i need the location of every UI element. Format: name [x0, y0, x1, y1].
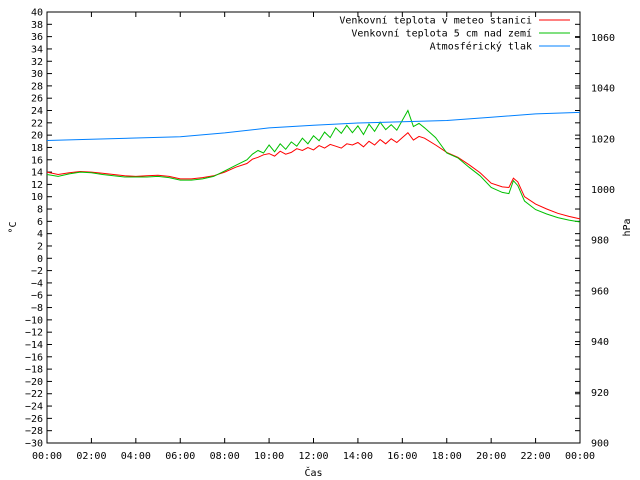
- series-line-1: [46, 131, 581, 220]
- y-tick-label: 4: [37, 229, 43, 240]
- x-tick-label: 20:00: [476, 451, 506, 462]
- y-tick-label: 14: [31, 168, 43, 179]
- x-tick-label: 10:00: [254, 451, 284, 462]
- y2-axis-title: hPa: [622, 218, 633, 236]
- x-tick-label: 16:00: [387, 451, 417, 462]
- y-tick-label: 2: [37, 241, 43, 252]
- x-axis: 00:00 02:00 04:00 06:00 08:00 10:00 12:00 14:00…: [32, 12, 595, 462]
- legend: Venkovní teplota v meteo staniciVenkovní…: [339, 15, 570, 53]
- x-tick-label: 06:00: [165, 451, 195, 462]
- y-axis-title: °C: [8, 221, 19, 233]
- y2-tick-label: 900: [591, 439, 609, 450]
- y2-tick-label: 1000: [591, 185, 615, 196]
- y-tick-label: 22: [31, 118, 43, 129]
- series-layer: [46, 109, 581, 223]
- legend-label-2: Venkovní teplota 5 cm nad zemí: [351, 28, 532, 40]
- y-tick-label: 32: [31, 57, 43, 68]
- y-tick-label: 20: [31, 131, 43, 142]
- y-tick-label: 28: [31, 81, 43, 92]
- y2-tick-label: 940: [591, 337, 609, 348]
- x-tick-label: 22:00: [521, 451, 551, 462]
- y-tick-label: −6: [31, 291, 43, 302]
- y2-tick-label: 1060: [591, 33, 615, 44]
- y-tick-label: 6: [37, 217, 43, 228]
- x-tick-label: 18:00: [432, 451, 462, 462]
- y2-tick-label: 1040: [591, 84, 615, 95]
- y-tick-label: −2: [31, 266, 43, 277]
- y-tick-label: −10: [25, 315, 43, 326]
- y-tick-label: −20: [25, 377, 43, 388]
- y-tick-label: 34: [31, 44, 43, 55]
- y-tick-label: 38: [31, 20, 43, 31]
- x-tick-label: 08:00: [210, 451, 240, 462]
- y-tick-label: 12: [31, 180, 43, 191]
- y-tick-label: −30: [25, 439, 43, 450]
- x-tick-label: 02:00: [76, 451, 106, 462]
- y-tick-label: 8: [37, 205, 43, 216]
- y-tick-label: 36: [31, 32, 43, 43]
- x-tick-label: 00:00: [565, 451, 595, 462]
- series-line-2: [46, 109, 581, 223]
- y-tick-label: −8: [31, 303, 43, 314]
- y2-tick-label: 920: [591, 388, 609, 399]
- y-tick-label: −22: [25, 389, 43, 400]
- y-tick-label: −18: [25, 365, 43, 376]
- y-tick-label: 26: [31, 94, 43, 105]
- x-tick-label: 00:00: [32, 451, 62, 462]
- y-tick-label: 0: [37, 254, 43, 265]
- legend-label-3: Atmosférický tlak: [430, 41, 532, 53]
- y-tick-label: 16: [31, 155, 43, 166]
- y2-tick-label: 1020: [591, 134, 615, 145]
- y-tick-label: 10: [31, 192, 43, 203]
- y-tick-label: 24: [31, 106, 43, 117]
- y-tick-label: 30: [31, 69, 43, 80]
- x-tick-label: 14:00: [343, 451, 373, 462]
- y-tick-label: 40: [31, 8, 43, 19]
- y-tick-label: −4: [31, 278, 43, 289]
- y-tick-label: 18: [31, 143, 43, 154]
- series-line-3: [46, 111, 581, 141]
- x-tick-label: 04:00: [121, 451, 151, 462]
- right-axis: 900 920 940 960 980 1000 1020 1040 1060: [575, 33, 615, 450]
- y2-tick-label: 960: [591, 286, 609, 297]
- left-axis: −30−28−26−24−22−20−18−16−14−12−10−8−6−4−…: [25, 8, 580, 450]
- x-tick-label: 12:00: [298, 451, 328, 462]
- x-axis-title: Čas: [304, 466, 322, 479]
- y-tick-label: −28: [25, 426, 43, 437]
- y2-tick-label: 980: [591, 236, 609, 247]
- y-tick-label: −26: [25, 414, 43, 425]
- legend-label-1: Venkovní teplota v meteo stanici: [339, 15, 532, 27]
- y-tick-label: −24: [25, 402, 43, 413]
- y-tick-label: −14: [25, 340, 43, 351]
- y-tick-label: −16: [25, 352, 43, 363]
- y-tick-label: −12: [25, 328, 43, 339]
